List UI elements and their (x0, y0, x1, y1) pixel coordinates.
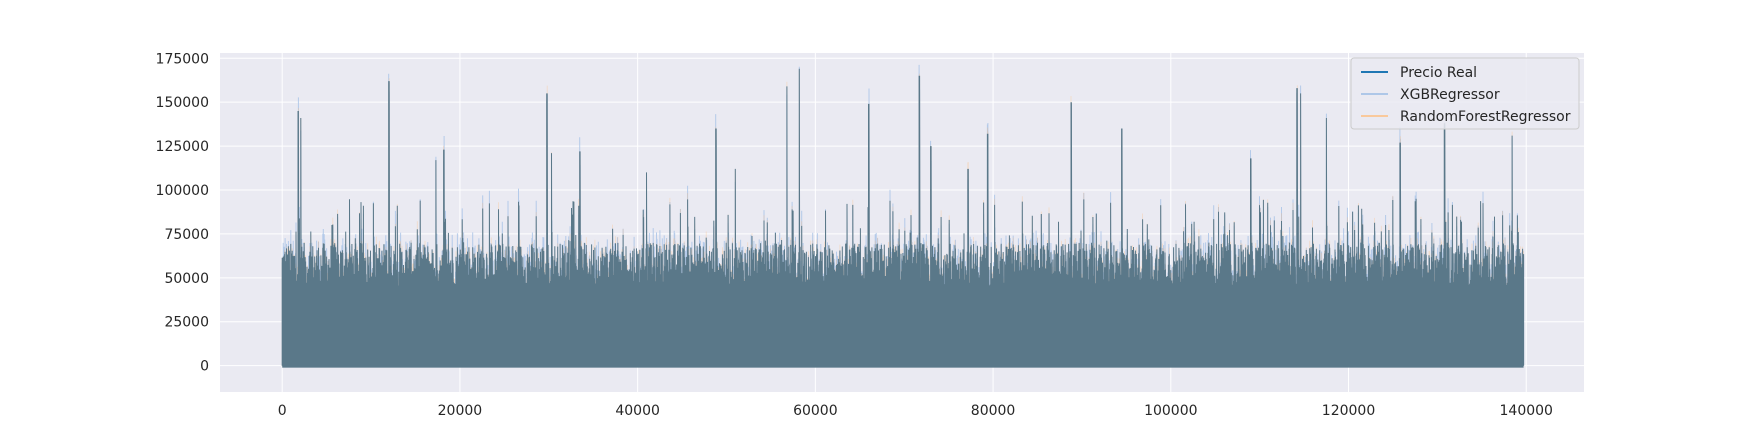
y-tick-label: 0 (200, 359, 209, 375)
legend-frame (1350, 57, 1580, 130)
y-tick-label: 75000 (164, 227, 209, 243)
x-tick-label: 120000 (1322, 403, 1375, 419)
x-tick-label: 80000 (971, 403, 1016, 419)
y-tick-label: 175000 (156, 51, 209, 67)
series-dense-base (282, 298, 1524, 368)
x-tick-label: 100000 (1144, 403, 1197, 419)
series-precio-real (281, 68, 1525, 368)
plot-series-group (281, 64, 1525, 368)
legend: Precio Real XGBRegressor RandomForestReg… (1350, 57, 1580, 130)
legend-label-xgbregressor: XGBRegressor (1400, 87, 1500, 103)
y-tick-label: 125000 (156, 139, 209, 155)
x-axis-ticks: 0 20000 40000 60000 80000 100000 120000 140000 (278, 403, 1553, 419)
y-tick-label: 150000 (156, 95, 209, 111)
x-tick-label: 140000 (1500, 403, 1553, 419)
legend-label-randomforestregressor: RandomForestRegressor (1400, 109, 1571, 125)
y-tick-label: 100000 (156, 183, 209, 199)
x-tick-label: 40000 (615, 403, 660, 419)
y-tick-label: 50000 (164, 271, 209, 287)
x-tick-label: 20000 (438, 403, 483, 419)
x-tick-label: 60000 (793, 403, 838, 419)
y-tick-label: 25000 (164, 315, 209, 331)
legend-label-precio-real: Precio Real (1400, 65, 1477, 81)
x-tick-label: 0 (278, 403, 287, 419)
y-axis-ticks: 0 25000 50000 75000 100000 125000 150000 175000 (156, 51, 209, 374)
